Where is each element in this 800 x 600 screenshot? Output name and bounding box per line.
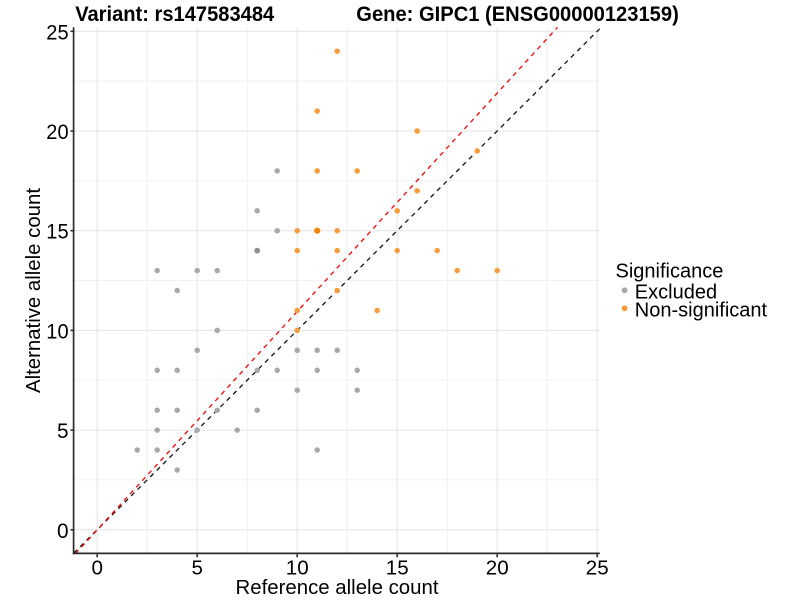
svg-text:20: 20 <box>46 121 68 144</box>
svg-text:Reference allele count: Reference allele count <box>236 577 439 599</box>
svg-text:0: 0 <box>57 520 69 543</box>
svg-text:0: 0 <box>91 557 102 580</box>
svg-text:Non-significant: Non-significant <box>635 299 768 321</box>
svg-text:10: 10 <box>46 320 68 343</box>
svg-text:25: 25 <box>586 557 609 580</box>
svg-text:15: 15 <box>46 221 68 244</box>
svg-text:5: 5 <box>191 557 202 580</box>
svg-text:5: 5 <box>57 420 69 443</box>
svg-text:Alternative allele count: Alternative allele count <box>23 188 45 393</box>
svg-text:Significance: Significance <box>616 261 724 283</box>
svg-text:20: 20 <box>486 557 509 580</box>
svg-text:Variant: rs147583484: Variant: rs147583484 <box>75 3 274 26</box>
svg-text:Excluded: Excluded <box>635 281 717 303</box>
svg-text:15: 15 <box>386 557 409 580</box>
svg-text:10: 10 <box>286 557 309 580</box>
svg-text:Gene: GIPC1 (ENSG00000123159): Gene: GIPC1 (ENSG00000123159) <box>356 3 679 26</box>
svg-text:25: 25 <box>46 21 68 44</box>
